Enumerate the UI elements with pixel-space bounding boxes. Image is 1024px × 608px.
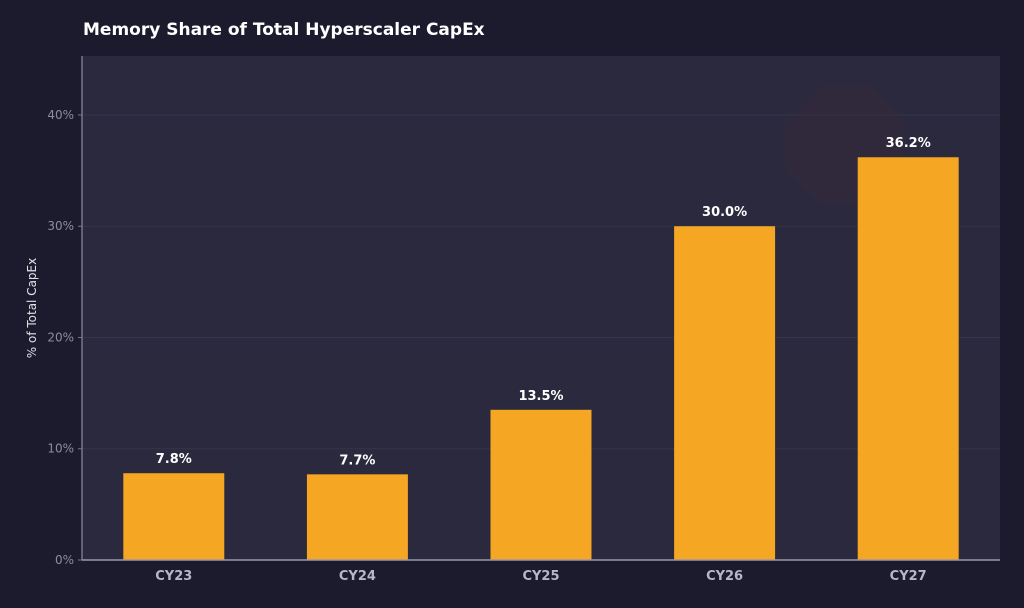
y-tick-label: 30% — [47, 219, 74, 233]
x-tick-label: CY27 — [890, 569, 927, 584]
x-tick-label: CY23 — [155, 569, 192, 584]
x-tick-label: CY25 — [522, 569, 559, 584]
data-label: 7.7% — [339, 453, 375, 468]
bar-cy26 — [674, 226, 776, 560]
chart-title: Memory Share of Total Hyperscaler CapEx — [83, 20, 485, 40]
x-tick-label: CY26 — [706, 569, 743, 584]
y-tick-label: 10% — [47, 442, 74, 456]
y-tick-label: 40% — [47, 108, 74, 122]
data-label: 36.2% — [886, 136, 931, 151]
data-label: 13.5% — [518, 389, 563, 404]
bar-cy23 — [123, 473, 225, 560]
data-label: 30.0% — [702, 205, 747, 220]
y-tick-label: 0% — [55, 553, 74, 567]
data-label: 7.8% — [156, 452, 192, 467]
y-axis-label: % of Total CapEx — [25, 258, 39, 358]
bar-cy27 — [857, 157, 959, 560]
y-tick-label: 20% — [47, 330, 74, 344]
x-tick-label: CY24 — [339, 569, 376, 584]
bar-cy25 — [490, 409, 592, 560]
bar-cy24 — [306, 474, 408, 560]
